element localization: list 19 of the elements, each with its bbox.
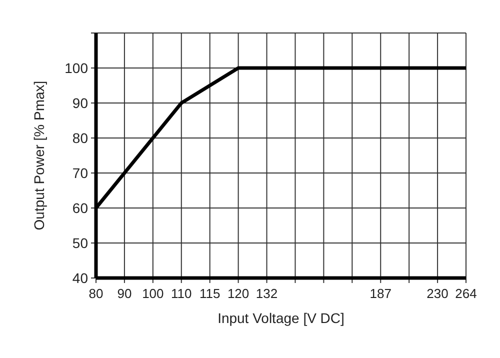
x-axis-title: Input Voltage [V DC] [218, 310, 344, 326]
x-tick-label: 132 [256, 286, 278, 301]
x-tick-label: 264 [455, 286, 477, 301]
y-tick-label: 70 [72, 164, 88, 181]
y-tick-label: 50 [72, 234, 88, 251]
y-tick-label: 80 [72, 130, 88, 146]
x-tick-label: 110 [171, 286, 192, 301]
x-tick-label: 120 [227, 286, 250, 301]
y-tick-label: 60 [72, 200, 88, 216]
x-tick-label: 80 [88, 286, 104, 301]
x-tick-label: 100 [142, 286, 164, 301]
x-tick-label: 90 [117, 286, 132, 301]
y-axis-title: Output Power [% Pmax] [31, 80, 47, 230]
x-tick-label: 187 [370, 286, 392, 301]
x-tick-label: 230 [426, 286, 448, 301]
x-tick-label: 115 [199, 286, 220, 301]
y-tick-label: 100 [64, 60, 88, 76]
y-tick-label: 40 [72, 270, 88, 286]
y-tick-label: 90 [72, 94, 88, 111]
